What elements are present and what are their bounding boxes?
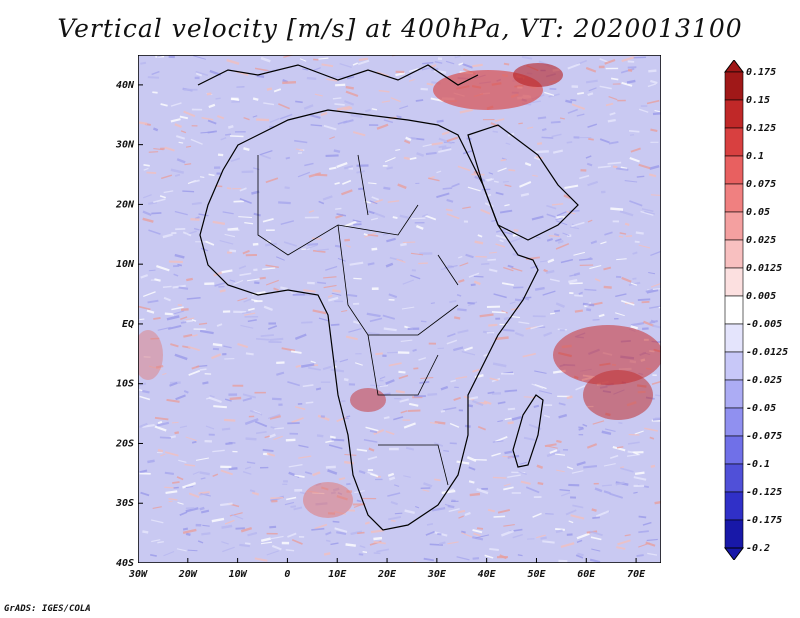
colorbar-label: 0.025 bbox=[746, 235, 776, 246]
lat-label: 40S bbox=[116, 558, 134, 569]
lat-label: 30N bbox=[115, 140, 135, 151]
map-axes: 40N 30N 20N 10N EQ 10S 20S 30S 40S 30W 20W 10W 0 10E… bbox=[115, 80, 646, 580]
colorbar-bottom-arrow bbox=[724, 547, 744, 560]
colorbar-label: 0.005 bbox=[746, 291, 776, 302]
colorbar-box bbox=[724, 519, 744, 549]
colorbar-box bbox=[724, 183, 744, 213]
colorbar-label: 0.125 bbox=[746, 123, 776, 134]
lon-label: 0 bbox=[284, 569, 290, 580]
colorbar-box bbox=[724, 323, 744, 353]
colorbar-label: -0.0125 bbox=[746, 347, 788, 358]
colorbar-label: -0.075 bbox=[746, 431, 782, 442]
colorbar-box bbox=[724, 211, 744, 241]
lat-label: 40N bbox=[116, 80, 135, 91]
colorbar-box bbox=[724, 155, 744, 185]
colorbar-top-arrow bbox=[724, 60, 744, 73]
longitude-labels: 30W 20W 10W 0 10E 20E 30E 40E 50E 60E 70E bbox=[128, 569, 646, 580]
africa-outline bbox=[199, 109, 539, 531]
country-borders bbox=[257, 154, 459, 486]
colorbar-box bbox=[724, 463, 744, 493]
colorbar-boxes bbox=[724, 60, 744, 560]
lon-label: 10E bbox=[328, 569, 347, 580]
colorbar-label: 0.0125 bbox=[746, 263, 782, 274]
colorbar-label: -0.1 bbox=[746, 459, 770, 470]
colorbar-label: -0.175 bbox=[746, 515, 782, 526]
colorbar-label: 0.1 bbox=[746, 151, 764, 162]
latitude-labels: 40N 30N 20N 10N EQ 10S 20S 30S 40S bbox=[115, 80, 135, 569]
lon-label: 20W bbox=[178, 569, 198, 580]
latitude-ticks bbox=[138, 84, 143, 563]
colorbar-label: -0.005 bbox=[746, 319, 782, 330]
europe-coast bbox=[197, 64, 479, 86]
lat-label: EQ bbox=[122, 319, 134, 330]
colorbar-box bbox=[724, 239, 744, 269]
colorbar-box bbox=[724, 407, 744, 437]
colorbar-box bbox=[724, 71, 744, 101]
longitude-ticks bbox=[138, 558, 637, 563]
grads-credit: GrADS: IGES/COLA bbox=[4, 604, 91, 614]
lon-label: 30W bbox=[128, 569, 148, 580]
lon-label: 30E bbox=[427, 569, 447, 580]
colorbar-box bbox=[724, 127, 744, 157]
colorbar-box bbox=[724, 491, 744, 521]
lat-label: 20N bbox=[115, 199, 135, 210]
lon-label: 40E bbox=[478, 569, 497, 580]
colorbar-label: -0.025 bbox=[746, 375, 782, 386]
lon-label: 20E bbox=[377, 569, 397, 580]
colorbar: 0.175 0.15 0.125 0.1 0.075 0.05 0.025 0.0125 0.0… bbox=[724, 60, 788, 560]
colorbar-label: -0.05 bbox=[746, 403, 776, 414]
colorbar-label: 0.175 bbox=[746, 67, 776, 78]
colorbar-label: 0.075 bbox=[746, 179, 776, 190]
colorbar-box bbox=[724, 351, 744, 381]
colorbar-labels: 0.175 0.15 0.125 0.1 0.075 0.05 0.025 0.0125 0.0… bbox=[746, 67, 788, 554]
colorbar-box bbox=[724, 267, 744, 297]
vertical-velocity-map bbox=[138, 55, 661, 563]
lon-label: 70E bbox=[627, 569, 646, 580]
lon-label: 10W bbox=[229, 569, 248, 580]
lat-label: 10N bbox=[116, 259, 135, 270]
madagascar-outline bbox=[512, 394, 544, 468]
lat-label: 10S bbox=[116, 379, 134, 390]
lon-label: 60E bbox=[577, 569, 596, 580]
colorbar-box bbox=[724, 435, 744, 465]
lat-label: 20S bbox=[115, 438, 134, 449]
lat-label: 30S bbox=[115, 498, 134, 509]
colorbar-label: -0.125 bbox=[746, 487, 782, 498]
colorbar-label: -0.2 bbox=[746, 543, 770, 554]
colorbar-label: 0.05 bbox=[746, 207, 770, 218]
updraft-regions bbox=[138, 63, 661, 518]
colorbar-box bbox=[724, 379, 744, 409]
colorbar-box bbox=[724, 295, 744, 325]
lon-label: 50E bbox=[527, 569, 546, 580]
arabia-outline bbox=[467, 124, 579, 241]
colorbar-label: 0.15 bbox=[746, 95, 770, 106]
chart-title: Vertical velocity [m/s] at 400hPa, VT: 2… bbox=[57, 14, 743, 43]
colorbar-box bbox=[724, 99, 744, 129]
